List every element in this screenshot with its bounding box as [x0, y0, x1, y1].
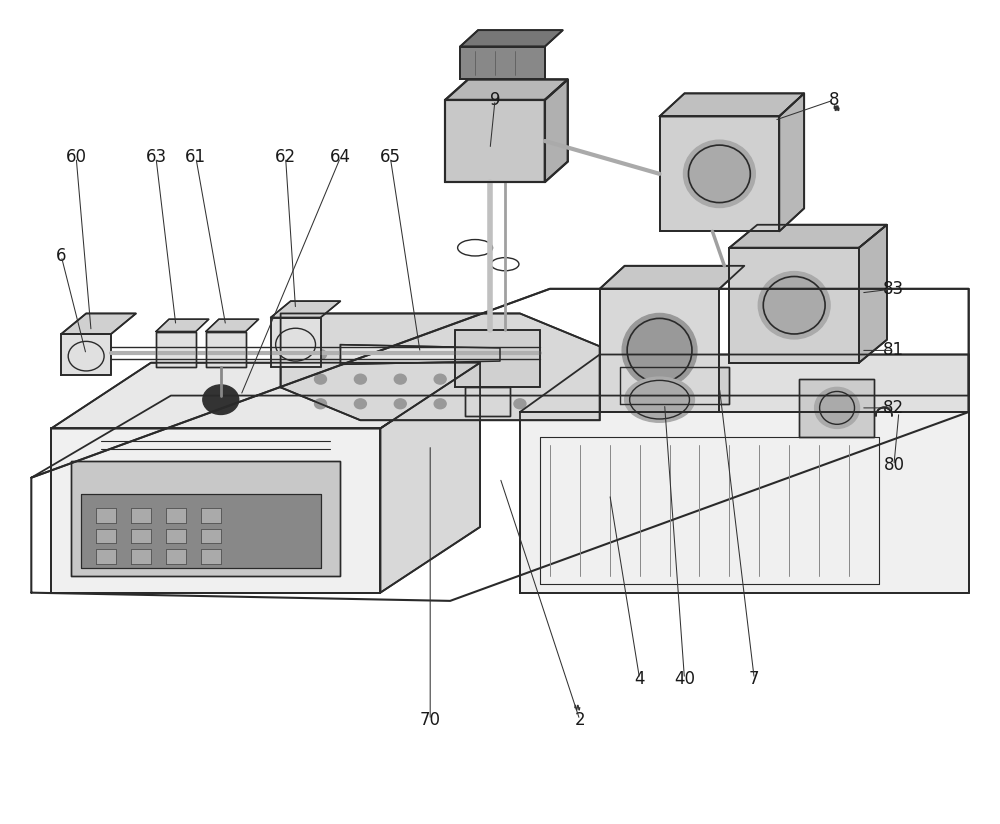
Circle shape: [354, 374, 366, 384]
Polygon shape: [81, 494, 320, 568]
Text: 81: 81: [883, 341, 904, 359]
Circle shape: [474, 349, 486, 359]
Polygon shape: [61, 313, 136, 334]
Circle shape: [474, 374, 486, 384]
Polygon shape: [340, 344, 500, 364]
Polygon shape: [445, 79, 568, 100]
Polygon shape: [156, 331, 196, 367]
Polygon shape: [131, 549, 151, 564]
Ellipse shape: [758, 272, 830, 339]
Polygon shape: [779, 93, 804, 232]
Text: 6: 6: [56, 247, 66, 265]
Polygon shape: [71, 461, 340, 576]
Polygon shape: [201, 508, 221, 523]
Circle shape: [203, 385, 239, 414]
Polygon shape: [271, 301, 340, 317]
Polygon shape: [51, 428, 380, 592]
Text: 64: 64: [330, 148, 351, 166]
Polygon shape: [545, 79, 568, 182]
Polygon shape: [166, 549, 186, 564]
Polygon shape: [166, 529, 186, 543]
Polygon shape: [520, 412, 969, 592]
Polygon shape: [206, 319, 259, 331]
Polygon shape: [96, 549, 116, 564]
Polygon shape: [729, 225, 887, 248]
Polygon shape: [96, 529, 116, 543]
Circle shape: [354, 349, 366, 359]
Polygon shape: [206, 331, 246, 367]
Circle shape: [514, 349, 526, 359]
Ellipse shape: [815, 387, 859, 428]
Polygon shape: [660, 93, 804, 116]
Circle shape: [315, 399, 326, 409]
Polygon shape: [131, 508, 151, 523]
Circle shape: [354, 399, 366, 409]
Polygon shape: [620, 367, 729, 404]
Text: 82: 82: [883, 399, 904, 417]
Polygon shape: [729, 248, 859, 363]
Text: 4: 4: [634, 670, 645, 688]
Circle shape: [514, 399, 526, 409]
Text: 60: 60: [66, 148, 87, 166]
Polygon shape: [380, 363, 480, 592]
Polygon shape: [520, 354, 969, 412]
Ellipse shape: [622, 313, 697, 387]
Text: 61: 61: [185, 148, 206, 166]
Polygon shape: [271, 317, 320, 367]
Polygon shape: [460, 30, 563, 47]
Circle shape: [434, 399, 446, 409]
Text: 8: 8: [829, 91, 839, 109]
Ellipse shape: [683, 140, 755, 208]
Polygon shape: [799, 379, 874, 437]
Polygon shape: [201, 549, 221, 564]
Polygon shape: [156, 319, 209, 331]
Polygon shape: [281, 313, 600, 420]
Circle shape: [514, 374, 526, 384]
Text: 7: 7: [749, 670, 760, 688]
Polygon shape: [465, 387, 510, 416]
Circle shape: [434, 374, 446, 384]
Circle shape: [394, 399, 406, 409]
Circle shape: [474, 399, 486, 409]
Polygon shape: [460, 47, 545, 79]
Text: 65: 65: [380, 148, 401, 166]
Text: 80: 80: [883, 456, 904, 475]
Polygon shape: [51, 363, 480, 428]
Polygon shape: [96, 508, 116, 523]
Text: 40: 40: [674, 670, 695, 688]
Polygon shape: [201, 529, 221, 543]
Ellipse shape: [625, 377, 694, 422]
Polygon shape: [455, 330, 540, 387]
Polygon shape: [61, 334, 111, 375]
Text: 63: 63: [145, 148, 167, 166]
Circle shape: [315, 374, 326, 384]
Polygon shape: [166, 508, 186, 523]
Polygon shape: [600, 289, 719, 412]
Text: 62: 62: [275, 148, 296, 166]
Circle shape: [434, 349, 446, 359]
Circle shape: [315, 349, 326, 359]
Polygon shape: [445, 100, 545, 182]
Text: 70: 70: [420, 711, 441, 729]
Circle shape: [394, 374, 406, 384]
Text: 83: 83: [883, 280, 904, 297]
Polygon shape: [660, 116, 779, 232]
Circle shape: [394, 349, 406, 359]
Text: 2: 2: [574, 711, 585, 729]
Text: 9: 9: [490, 91, 500, 109]
Polygon shape: [600, 266, 744, 289]
Polygon shape: [131, 529, 151, 543]
Polygon shape: [859, 225, 887, 363]
